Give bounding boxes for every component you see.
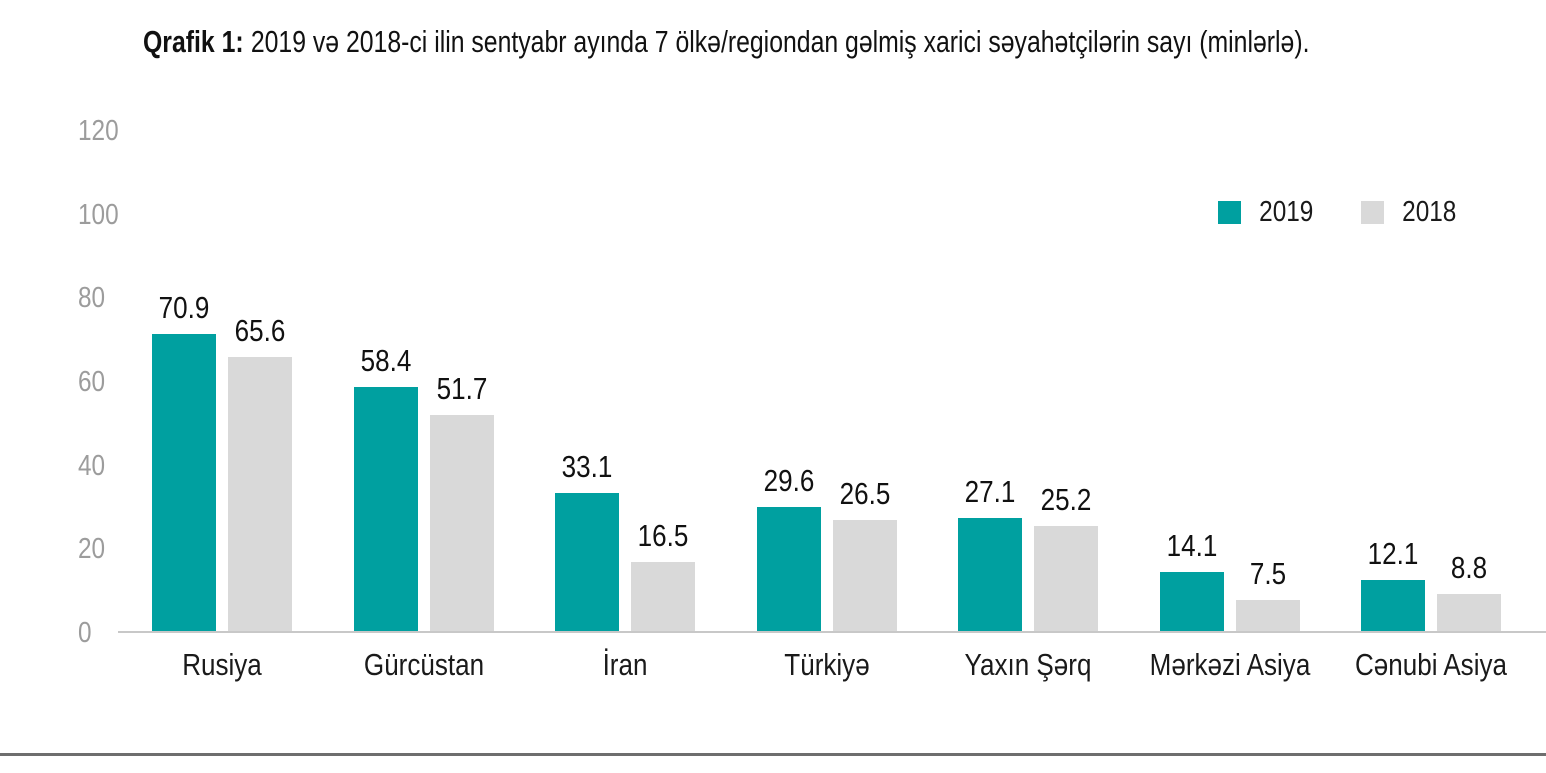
y-tick-label-40: 40	[78, 449, 106, 482]
bar-2018-g-rc-stan	[429, 414, 494, 631]
value-label-2018-m-rk-zi-asiya: 7.5	[1249, 555, 1286, 591]
y-tick-label-20: 20	[78, 533, 106, 566]
bar-2019-m-rk-zi-asiya	[1159, 572, 1224, 631]
legend-item-2018: 2018	[1360, 196, 1462, 229]
bar-group-c-nubi-asiya: 12.1 8.8 Cənubi Asiya	[1355, 131, 1507, 682]
category-label-i-ran: İran	[602, 647, 648, 682]
value-label-2018-i-ran: 16.5	[637, 517, 689, 553]
value-label-2019-g-rc-stan: 58.4	[360, 342, 411, 378]
value-label-2018-rusiya: 65.6	[234, 312, 286, 348]
legend-label-2019: 2019	[1259, 196, 1314, 228]
category-label-c-nubi-asiya: Cənubi Asiya	[1354, 647, 1508, 682]
bar-2019-i-ran	[555, 492, 619, 631]
bar-group-m-rk-zi-asiya: 14.1 7.5 Mərkəzi Asiya	[1149, 131, 1310, 682]
bar-group-t-rkiy: 29.6 26.5 Türkiyə	[756, 131, 897, 682]
value-label-2018-yax-n-rq: 25.2	[1040, 481, 1092, 517]
bar-2018-c-nubi-asiya	[1437, 594, 1501, 631]
chart-title: Qrafik 1: 2019 və 2018-ci ilin sentyabr a…	[143, 24, 1546, 60]
value-label-2019-rusiya: 70.9	[158, 290, 210, 326]
bar-2019-c-nubi-asiya	[1361, 580, 1425, 631]
category-label-g-rc-stan: Gürcüstan	[363, 647, 484, 682]
bottom-rule	[0, 753, 1546, 756]
bar-slot-2018-g-rc-stan: 51.7	[429, 131, 494, 631]
plot-area: 70.9 65.6 Rusiya 58.4 51.7 Gürcüstan 33.1 16.5 İ…	[118, 131, 1546, 682]
y-tick-label-60: 60	[78, 366, 106, 398]
bar-group-rusiya: 70.9 65.6 Rusiya	[152, 131, 292, 682]
value-label-2019-yax-n-rq: 27.1	[964, 473, 1016, 509]
y-tick-label-120: 120	[78, 115, 119, 147]
bar-slot-2019-c-nubi-asiya: 12.1	[1361, 131, 1425, 631]
bar-slot-2019-g-rc-stan: 58.4	[353, 131, 418, 631]
category-label-rusiya: Rusiya	[182, 647, 262, 682]
bar-2019-rusiya	[152, 334, 216, 631]
legend-swatch-2019-icon	[1218, 201, 1241, 224]
legend-swatch-2018-icon	[1360, 201, 1384, 224]
bar-slot-2018-t-rkiy: 26.5	[832, 131, 897, 631]
bar-slot-2019-yax-n-rq: 27.1	[958, 131, 1022, 631]
bar-slot-2019-i-ran: 33.1	[555, 131, 619, 631]
bar-2019-g-rc-stan	[353, 386, 418, 631]
bar-slot-2018-i-ran: 16.5	[631, 131, 695, 631]
bar-2018-rusiya	[228, 356, 292, 631]
bar-slot-2018-yax-n-rq: 25.2	[1034, 131, 1098, 631]
bar-slot-2018-m-rk-zi-asiya: 7.5	[1235, 131, 1300, 631]
bar-2019-yax-n-rq	[958, 517, 1022, 631]
bar-2018-t-rkiy	[832, 520, 897, 631]
y-tick-label-100: 100	[78, 198, 119, 231]
bar-slot-2019-rusiya: 70.9	[152, 131, 216, 631]
bar-group-yax-n-rq: 27.1 25.2 Yaxın Şərq	[958, 131, 1098, 682]
legend-item-2019: 2019	[1218, 196, 1319, 229]
bar-group-i-ran: 33.1 16.5 İran	[555, 131, 695, 682]
bar-2019-t-rkiy	[756, 507, 821, 631]
value-label-2019-c-nubi-asiya: 12.1	[1367, 536, 1419, 572]
bar-slot-2018-rusiya: 65.6	[228, 131, 292, 631]
legend: 2019 2018	[1218, 196, 1461, 229]
bar-slot-2018-c-nubi-asiya: 8.8	[1437, 131, 1501, 631]
bar-slot-2019-t-rkiy: 29.6	[756, 131, 821, 631]
value-label-2018-g-rc-stan: 51.7	[436, 370, 487, 406]
bar-slot-2019-m-rk-zi-asiya: 14.1	[1159, 131, 1224, 631]
value-label-2018-t-rkiy: 26.5	[839, 476, 890, 512]
category-label-yax-n-rq: Yaxın Şərq	[964, 647, 1092, 682]
y-tick-label-80: 80	[78, 282, 106, 315]
y-tick-label-0: 0	[78, 617, 92, 649]
bar-2018-yax-n-rq	[1034, 525, 1098, 631]
value-label-2019-t-rkiy: 29.6	[763, 463, 814, 499]
category-label-t-rkiy: Türkiyə	[783, 647, 870, 682]
value-label-2019-m-rk-zi-asiya: 14.1	[1166, 528, 1217, 564]
bar-2018-m-rk-zi-asiya	[1235, 599, 1300, 631]
chart-title-text: 2019 və 2018-ci ilin sentyabr ayında 7 ö…	[250, 24, 1310, 59]
bar-group-g-rc-stan: 58.4 51.7 Gürcüstan	[353, 131, 494, 682]
legend-label-2018: 2018	[1401, 196, 1456, 228]
chart-title-prefix: Qrafik 1:	[143, 24, 244, 59]
bar-2018-i-ran	[631, 561, 695, 631]
category-label-m-rk-zi-asiya: Mərkəzi Asiya	[1149, 647, 1310, 682]
value-label-2018-c-nubi-asiya: 8.8	[1450, 550, 1488, 586]
value-label-2019-i-ran: 33.1	[561, 448, 613, 484]
